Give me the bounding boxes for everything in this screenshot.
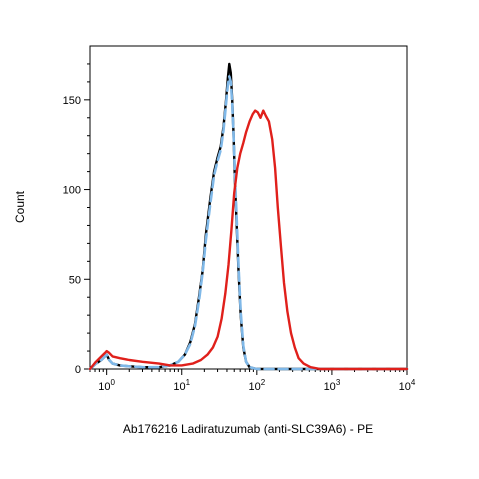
series-line-2 <box>88 75 409 371</box>
y-tick-label: 0 <box>75 364 81 376</box>
x-axis-title: Ab176216 Ladiratuzumab (anti-SLC39A6) - … <box>123 422 373 436</box>
x-tick-label: 103 <box>324 378 341 393</box>
x-tick-label: 102 <box>248 378 265 393</box>
x-tick-label: 104 <box>399 378 416 393</box>
y-tick-label: 50 <box>69 274 81 286</box>
y-tick-label: 100 <box>63 185 81 197</box>
y-axis: 0 50 100 150 <box>63 63 90 376</box>
x-axis: 100 101 102 103 104 <box>89 369 416 393</box>
series-layer <box>88 62 409 371</box>
series-line-3 <box>88 109 409 371</box>
plot-frame <box>89 45 408 370</box>
x-tick-label: 101 <box>173 378 190 393</box>
x-tick-label: 100 <box>98 378 115 393</box>
series-line-1 <box>88 62 409 371</box>
y-tick-label: 150 <box>63 95 81 107</box>
y-axis-title: Count <box>13 190 27 223</box>
